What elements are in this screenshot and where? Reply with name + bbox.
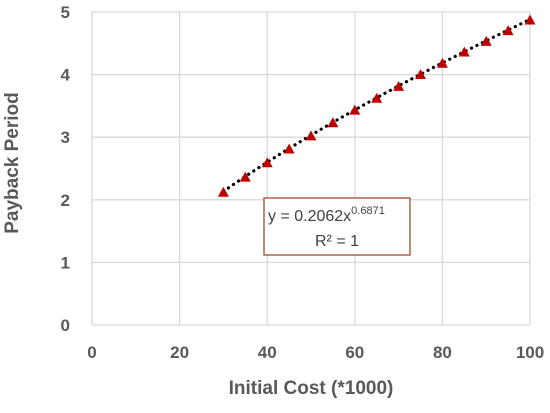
equation-base: y = 0.2062x (268, 208, 351, 225)
y-axis-title: Payback Period (2, 92, 23, 234)
r-squared-text: R² = 1 (315, 233, 359, 250)
x-tick-label: 20 (170, 343, 189, 362)
x-tick-label: 100 (516, 343, 544, 362)
data-point (524, 14, 536, 25)
tick-labels: 0 20 40 60 80 100 0 1 2 3 4 5 (61, 3, 545, 362)
x-tick-label: 60 (345, 343, 364, 362)
data-point (393, 80, 405, 91)
equation-exponent: 0.6871 (351, 205, 385, 217)
y-tick-label: 5 (61, 3, 70, 22)
data-point (436, 57, 448, 68)
equation-text: y = 0.2062x0.6871 (268, 205, 385, 225)
data-point (217, 186, 229, 197)
data-point (349, 104, 361, 115)
equation-box: y = 0.2062x0.6871 R² = 1 (263, 197, 411, 256)
grid (91, 11, 531, 326)
data-point (261, 157, 273, 168)
y-tick-label: 1 (61, 253, 70, 272)
y-tick-label: 0 (61, 316, 70, 335)
data-point (480, 35, 492, 46)
equation-box-border (263, 197, 411, 256)
x-tick-label: 0 (87, 343, 96, 362)
data-point (283, 143, 295, 154)
data-point (327, 117, 339, 128)
data-point (371, 92, 383, 103)
y-tick-label: 2 (61, 191, 70, 210)
trendline-layer (221, 17, 532, 193)
x-tick-label: 80 (433, 343, 452, 362)
data-point (239, 171, 251, 182)
data-point (415, 69, 426, 79)
data-point (305, 130, 317, 141)
marker-layer (217, 14, 536, 197)
y-tick-label: 4 (61, 66, 71, 85)
data-point (502, 25, 514, 36)
data-point (458, 46, 470, 57)
y-tick-label: 3 (61, 128, 70, 147)
trendline (221, 17, 532, 193)
x-tick-label: 40 (258, 343, 277, 362)
x-axis-title: Initial Cost (*1000) (229, 378, 394, 399)
